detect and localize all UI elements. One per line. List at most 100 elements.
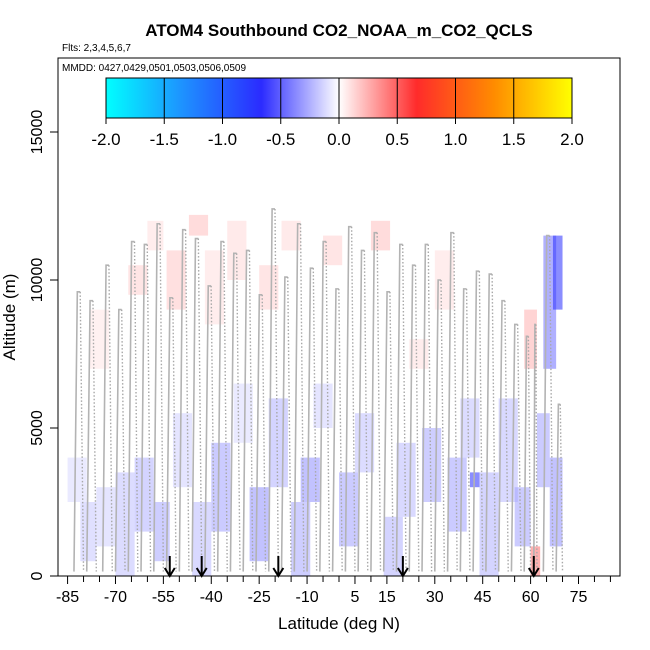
x-tick-label: -70 — [104, 589, 127, 606]
colorbar-tick-label: 1.5 — [502, 130, 526, 149]
profile-ascent — [523, 335, 529, 572]
heatmap-cell — [291, 502, 311, 576]
heatmap-cell — [396, 442, 416, 517]
x-tick-label: -55 — [152, 589, 175, 606]
profile-ascent — [73, 291, 81, 572]
heatmap-cell — [96, 487, 116, 547]
x-tick-label: 15 — [378, 589, 396, 606]
profile-ascent — [267, 208, 275, 572]
heatmap-cell — [536, 413, 550, 488]
profile-ascent — [472, 270, 480, 572]
heatmap-cell — [67, 457, 87, 502]
profile-descent — [478, 271, 484, 572]
profile-descent — [453, 232, 458, 572]
profile-descent — [184, 229, 190, 572]
profile-ascent — [216, 240, 224, 572]
profile-ascent — [293, 222, 301, 572]
profile-descent — [527, 336, 532, 572]
profile-ascent — [306, 267, 314, 572]
profile-ascent — [542, 234, 550, 572]
heatmap-cell — [147, 220, 164, 251]
profile-descent — [79, 291, 85, 572]
heatmap-cell — [422, 428, 442, 502]
profile-descent — [197, 238, 203, 572]
profile-ascent — [165, 296, 173, 572]
profile-ascent — [101, 264, 109, 572]
profile-ascent — [370, 231, 378, 572]
heatmap-cell — [166, 250, 186, 310]
profile-ascent — [204, 285, 212, 572]
profile-descent — [427, 244, 433, 572]
profile-ascent — [555, 403, 561, 572]
heatmap-cell — [530, 546, 541, 576]
x-axis-label: Latitude (deg N) — [278, 614, 400, 633]
heatmap-cell — [259, 265, 279, 310]
profile-descent — [235, 253, 241, 572]
profile-ascent — [344, 225, 352, 572]
profile-descent — [535, 324, 538, 572]
heatmap-cell — [281, 220, 301, 251]
x-tick-label: 60 — [522, 589, 540, 606]
heatmap-cell — [128, 265, 148, 295]
profile-descent — [287, 277, 292, 572]
heatmap-cell — [211, 442, 231, 532]
x-tick-label: 30 — [426, 589, 444, 606]
heatmap-cell — [204, 250, 225, 325]
y-tick-label: 5000 — [29, 410, 46, 446]
heatmap-cell — [80, 502, 97, 562]
profile-descent — [274, 208, 280, 572]
profile-descent — [133, 241, 139, 572]
profile-ascent — [191, 237, 199, 572]
profile-descent — [516, 324, 522, 572]
profile-descent — [363, 250, 369, 572]
x-tick-label: -40 — [200, 589, 223, 606]
x-tick-label: -10 — [296, 589, 319, 606]
heatmap-cell — [153, 502, 170, 562]
heatmap-cell — [498, 398, 518, 502]
x-tick-label: 45 — [474, 589, 492, 606]
profile-ascent — [280, 276, 288, 572]
heatmap-cell — [249, 487, 269, 562]
profile-ascent — [127, 240, 135, 572]
profile-ascent — [114, 308, 122, 572]
y-tick-label: 0 — [29, 571, 46, 580]
x-tick-label: 75 — [570, 589, 588, 606]
profile-ascent — [357, 249, 365, 572]
profile-ascent — [178, 228, 186, 572]
profile-ascent — [433, 279, 442, 572]
heatmap-cell — [370, 220, 391, 251]
heatmap-cell — [524, 309, 537, 369]
profile-descent — [440, 279, 446, 572]
heatmap-cell — [227, 220, 247, 280]
profile-ascent — [395, 243, 403, 572]
profile-ascent — [510, 323, 518, 572]
chart-title: ATOM4 Southbound CO2_NOAA_m_CO2_QCLS — [145, 21, 533, 40]
profile-ascent — [85, 299, 93, 572]
profile-descent — [338, 288, 343, 572]
heatmap-cell — [233, 383, 253, 443]
colorbar-tick-label: -1.0 — [208, 130, 237, 149]
colorbar-tick-label: -1.5 — [150, 130, 179, 149]
x-tick-label: -25 — [248, 589, 271, 606]
heatmap-cell — [188, 214, 209, 236]
y-tick-label: 10000 — [29, 258, 46, 303]
profile-ascent — [497, 299, 505, 572]
profile-ascent — [408, 264, 416, 572]
x-tick-label: 5 — [351, 589, 360, 606]
profile-ascent — [485, 273, 493, 572]
flight-profiles — [73, 208, 564, 572]
y-axis-label: Altitude (m) — [0, 274, 19, 361]
profile-descent — [491, 274, 497, 572]
profile-ascent — [459, 288, 467, 572]
profile-descent — [210, 285, 216, 572]
heatmap-cell — [323, 235, 343, 266]
dates-subtitle: MMDD: 0427,0429,0501,0503,0506,0509 — [62, 63, 246, 74]
x-tick-label: -85 — [56, 589, 79, 606]
profile-descent — [465, 288, 471, 572]
x-axis: -85 -70 -55 -40 -25 -10 5 15 30 45 60 75 — [56, 576, 611, 606]
heatmap-cell — [434, 250, 454, 310]
profile-ascent — [242, 249, 250, 572]
profile-ascent — [382, 291, 390, 572]
y-tick-label: 15000 — [29, 110, 46, 155]
